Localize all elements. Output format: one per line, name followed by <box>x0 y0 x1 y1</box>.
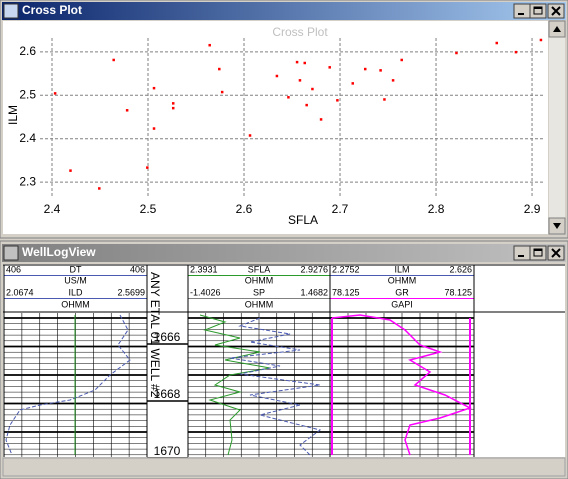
curve-name: DT <box>70 264 82 274</box>
point <box>171 102 175 105</box>
scale-max: 406 <box>130 264 145 274</box>
depth-label: 1670 <box>154 444 181 458</box>
x-axis-label: SFLA <box>288 213 318 227</box>
log-curves <box>5 314 472 456</box>
depth-label: 1668 <box>154 387 181 401</box>
curve-name: GR <box>395 287 409 297</box>
point <box>539 38 543 42</box>
point <box>298 79 302 82</box>
scale-min: 2.0674 <box>6 287 34 297</box>
point <box>295 60 299 64</box>
title-bar[interactable] <box>2 244 566 262</box>
depth-label: 1666 <box>154 330 181 344</box>
x-tick-label: 2.5 <box>140 202 157 216</box>
point <box>336 99 339 102</box>
window-buttons <box>513 245 565 261</box>
title-bar[interactable] <box>2 2 566 20</box>
maximize-button[interactable] <box>529 245 547 261</box>
point <box>391 79 395 82</box>
curve-unit: GAPI <box>391 299 413 309</box>
point <box>379 69 382 72</box>
scrollbar[interactable] <box>548 20 566 235</box>
point <box>146 166 149 169</box>
point <box>363 67 367 71</box>
point <box>495 41 499 45</box>
point <box>152 127 156 130</box>
point <box>305 103 308 107</box>
y-tick-label: 2.4 <box>19 131 36 145</box>
plot-area <box>3 21 548 234</box>
curve-name: ILM <box>394 264 409 274</box>
curve-unit: US/M <box>64 275 87 285</box>
scale-max: 1.4682 <box>300 287 328 297</box>
curve-name: SFLA <box>248 264 271 274</box>
x-tick-label: 2.4 <box>44 202 61 216</box>
point <box>400 58 403 62</box>
point <box>112 58 115 62</box>
point <box>275 74 279 78</box>
x-tick-label: 2.9 <box>524 202 541 216</box>
curve-unit: OHMM <box>245 299 274 309</box>
scale-max: 78.125 <box>444 287 472 297</box>
scale-min: 2.2752 <box>332 264 360 274</box>
scale-min: 78.125 <box>332 287 360 297</box>
point <box>383 98 386 101</box>
point <box>208 43 211 47</box>
x-tick-label: 2.8 <box>428 202 445 216</box>
curve-unit: OHMM <box>61 299 90 309</box>
x-tick-label: 2.7 <box>332 202 349 216</box>
point <box>248 134 252 137</box>
point <box>98 187 101 190</box>
point <box>328 66 331 69</box>
status-bar <box>2 457 566 477</box>
point <box>171 106 175 110</box>
window-title: Cross Plot <box>22 3 82 17</box>
point <box>220 90 224 94</box>
point <box>53 92 57 95</box>
scale-min: -1.4026 <box>190 287 221 297</box>
window-icon <box>3 3 19 19</box>
y-tick-label: 2.6 <box>19 44 36 58</box>
y-tick-label: 2.5 <box>19 87 36 101</box>
point <box>152 86 156 90</box>
point <box>218 67 221 71</box>
window-title: WellLogView <box>22 245 96 259</box>
curve-unit: OHMM <box>388 275 417 285</box>
y-tick-label: 2.3 <box>19 174 36 188</box>
scale-max: 2.626 <box>449 264 472 274</box>
log-area <box>3 264 565 457</box>
cross-plot: Cross Plot 2.4 2.5 2.6 2.7 2.8 2.9 2.3 2.4 2.5 2.6… <box>6 25 545 227</box>
window-icon <box>3 245 19 261</box>
curve-unit: OHMM <box>245 275 274 285</box>
point <box>125 109 129 112</box>
point <box>311 87 314 91</box>
point <box>303 61 307 65</box>
scale-min: 406 <box>6 264 21 274</box>
curve-name: SP <box>253 287 265 297</box>
scale-max: 2.5699 <box>117 287 145 297</box>
well-name: ANY ETAL 01 WELL #2 <box>148 272 162 398</box>
scale-min: 2.3931 <box>190 264 218 274</box>
point <box>455 51 458 55</box>
maximize-button[interactable] <box>529 3 547 19</box>
x-tick-label: 2.6 <box>236 202 253 216</box>
scale-max: 2.9276 <box>300 264 328 274</box>
minimize-button[interactable] <box>513 3 531 19</box>
window-buttons <box>513 3 565 19</box>
curve-name: ILD <box>68 287 83 297</box>
point <box>287 96 290 99</box>
point <box>69 169 72 172</box>
y-axis-label: ILM <box>6 105 20 125</box>
chart-title: Cross Plot <box>272 25 328 39</box>
minimize-button[interactable] <box>513 245 531 261</box>
point <box>319 118 323 121</box>
point <box>351 82 355 85</box>
point <box>514 50 518 54</box>
